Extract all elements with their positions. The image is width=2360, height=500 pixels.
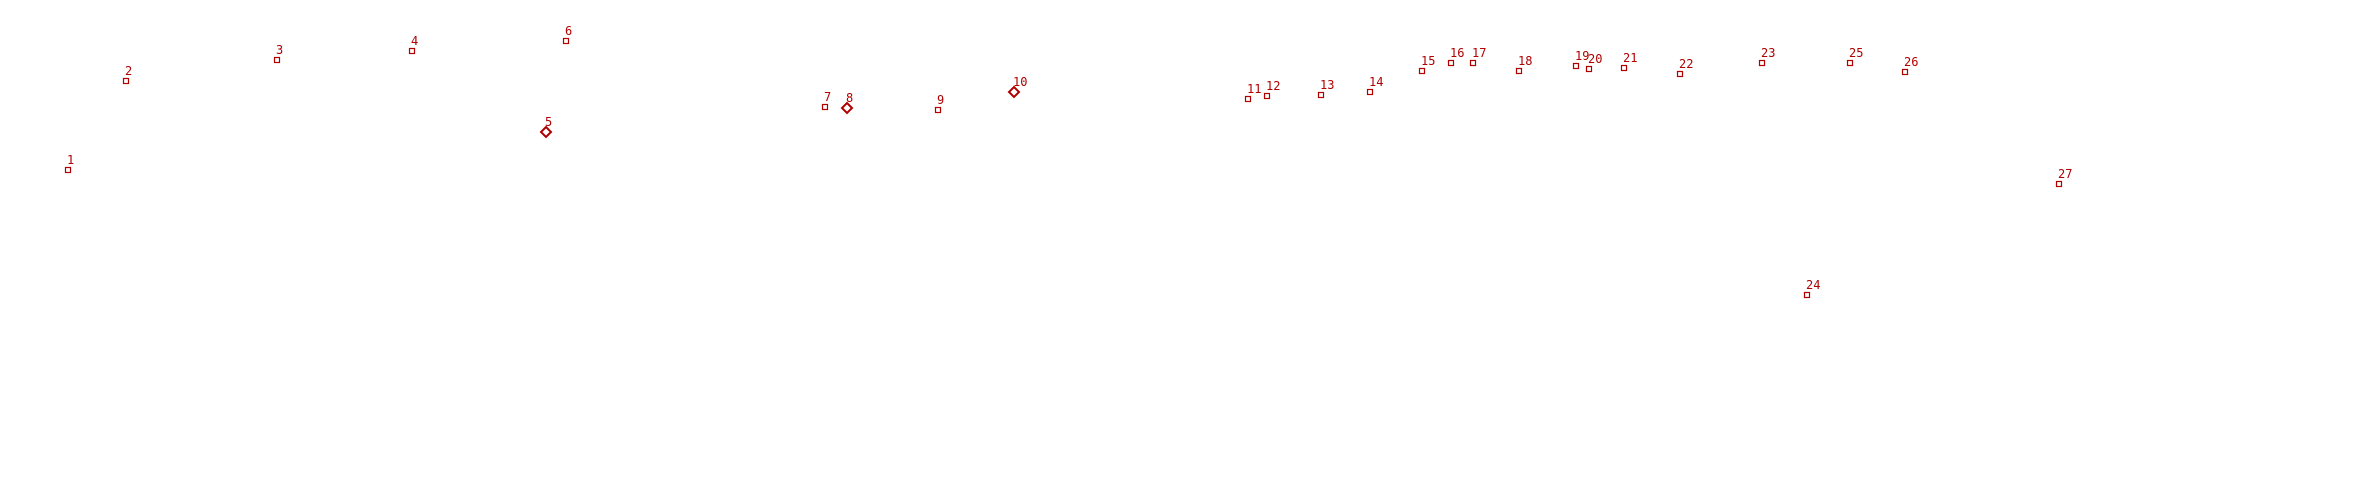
point-label: 25 [1849,46,1863,60]
point-24: 24 [1803,278,1820,299]
point-label: 3 [276,43,283,57]
point-label: 19 [1575,49,1589,63]
square-marker-icon [122,77,130,85]
square-marker-icon [821,103,829,111]
point-23: 23 [1758,46,1775,67]
square-marker-icon [1585,65,1593,73]
diamond-marker-icon [1007,85,1021,99]
point-label: 20 [1588,52,1602,66]
point-12: 12 [1263,79,1280,100]
point-label: 2 [125,64,132,78]
point-3: 3 [273,43,283,64]
point-label: 21 [1623,51,1637,65]
point-label: 8 [846,91,853,105]
diamond-marker-icon [539,125,553,139]
point-label: 18 [1518,54,1532,68]
point-label: 4 [411,34,418,48]
point-18: 18 [1515,54,1532,75]
point-label: 26 [1904,55,1918,69]
point-25: 25 [1846,46,1863,67]
point-21: 21 [1620,51,1637,72]
square-marker-icon [1901,68,1909,76]
square-marker-icon [1515,67,1523,75]
square-marker-icon [1244,95,1252,103]
square-marker-icon [1758,59,1766,67]
point-10: 10 [1007,75,1027,99]
point-label: 24 [1806,278,1820,292]
square-marker-icon [408,47,416,55]
point-label: 6 [565,24,572,38]
point-label: 22 [1679,57,1693,71]
point-label: 5 [545,115,552,129]
point-11: 11 [1244,82,1261,103]
square-marker-icon [1620,64,1628,72]
square-marker-icon [1469,59,1477,67]
point-label: 12 [1266,79,1280,93]
point-1: 1 [64,153,74,174]
point-7: 7 [821,90,831,111]
square-marker-icon [562,37,570,45]
point-20: 20 [1585,52,1602,73]
point-5: 5 [539,115,553,139]
point-8: 8 [840,91,854,115]
point-26: 26 [1901,55,1918,76]
point-6: 6 [562,24,572,45]
point-label: 9 [937,93,944,107]
diamond-marker-icon [840,101,854,115]
point-9: 9 [934,93,944,114]
point-label: 1 [67,153,74,167]
point-label: 11 [1247,82,1261,96]
point-19: 19 [1572,49,1589,70]
point-13: 13 [1317,78,1334,99]
square-marker-icon [273,56,281,64]
square-marker-icon [1366,88,1374,96]
point-label: 13 [1320,78,1334,92]
square-marker-icon [1418,67,1426,75]
square-marker-icon [1263,92,1271,100]
square-marker-icon [1572,62,1580,70]
point-label: 7 [824,90,831,104]
square-marker-icon [2055,180,2063,188]
square-marker-icon [64,166,72,174]
point-15: 15 [1418,54,1435,75]
point-label: 14 [1369,75,1383,89]
point-17: 17 [1469,46,1486,67]
point-label: 15 [1421,54,1435,68]
point-label: 23 [1761,46,1775,60]
square-marker-icon [1447,59,1455,67]
point-27: 27 [2055,167,2072,188]
point-14: 14 [1366,75,1383,96]
square-marker-icon [1803,291,1811,299]
point-2: 2 [122,64,132,85]
square-marker-icon [1676,70,1684,78]
point-label: 27 [2058,167,2072,181]
point-label: 17 [1472,46,1486,60]
point-16: 16 [1447,46,1464,67]
point-4: 4 [408,34,418,55]
square-marker-icon [1317,91,1325,99]
point-label: 10 [1013,75,1027,89]
square-marker-icon [1846,59,1854,67]
point-label: 16 [1450,46,1464,60]
square-marker-icon [934,106,942,114]
point-22: 22 [1676,57,1693,78]
